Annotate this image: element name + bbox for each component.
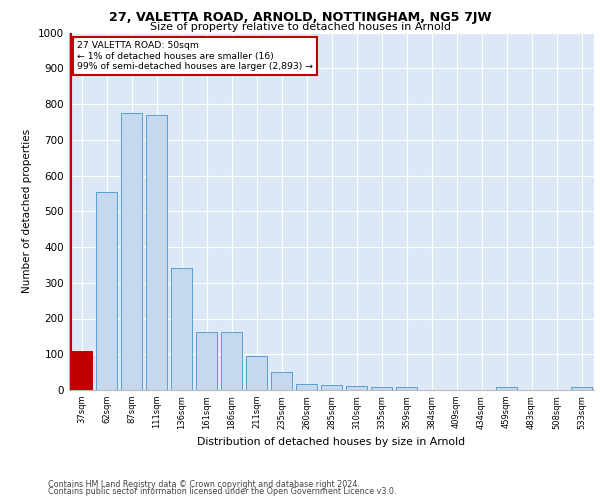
Bar (496, 387, 517, 390)
Text: 27 VALETTA ROAD: 50sqm
← 1% of detached houses are smaller (16)
99% of semi-deta: 27 VALETTA ROAD: 50sqm ← 1% of detached … (77, 42, 313, 71)
Y-axis label: Number of detached properties: Number of detached properties (22, 129, 32, 294)
Bar (71, 350, 92, 390)
Bar (96, 192, 117, 390)
Bar (246, 356, 267, 390)
Bar (571, 387, 592, 390)
Bar (396, 387, 417, 390)
Bar (321, 386, 342, 390)
Bar (196, 332, 217, 390)
X-axis label: Distribution of detached houses by size in Arnold: Distribution of detached houses by size … (197, 437, 466, 447)
Bar (271, 372, 292, 390)
Bar (171, 268, 192, 390)
Bar (371, 387, 392, 390)
Bar (221, 332, 242, 390)
Bar (296, 384, 317, 390)
Text: Contains public sector information licensed under the Open Government Licence v3: Contains public sector information licen… (48, 488, 397, 496)
Bar (146, 114, 167, 390)
Text: Size of property relative to detached houses in Arnold: Size of property relative to detached ho… (149, 22, 451, 32)
Bar (346, 386, 367, 390)
Text: 27, VALETTA ROAD, ARNOLD, NOTTINGHAM, NG5 7JW: 27, VALETTA ROAD, ARNOLD, NOTTINGHAM, NG… (109, 12, 491, 24)
Bar (121, 113, 142, 390)
Text: Contains HM Land Registry data © Crown copyright and database right 2024.: Contains HM Land Registry data © Crown c… (48, 480, 360, 489)
